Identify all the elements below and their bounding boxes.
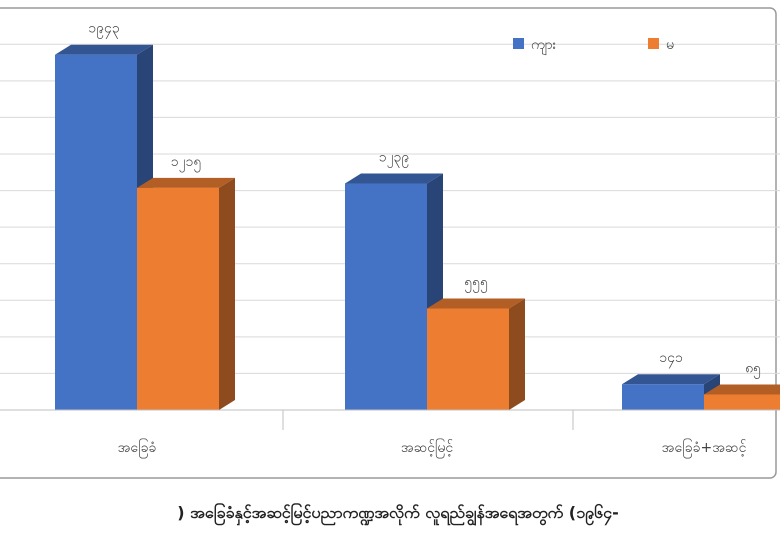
legend-label: မ bbox=[666, 37, 674, 53]
bar-side bbox=[219, 177, 235, 410]
x-tick-label: အခြေခံ bbox=[118, 439, 157, 458]
bar bbox=[622, 384, 704, 410]
legend-label: ကျား bbox=[531, 37, 557, 55]
bar bbox=[427, 308, 509, 410]
bar bbox=[345, 183, 427, 410]
bar-top bbox=[622, 374, 720, 385]
value-label: ၅၅၅ bbox=[464, 275, 488, 293]
caption: ) အခြေခံနှင့်အဆင့်မြင့်ပညာကဏ္ဍအလိုက် လူရ… bbox=[177, 502, 618, 526]
legend-swatch bbox=[513, 38, 524, 49]
bar-side bbox=[509, 298, 525, 410]
value-label: ၁၄၁ bbox=[659, 350, 683, 368]
value-label: ၁၂၁၅ bbox=[171, 154, 202, 172]
bar-top bbox=[704, 384, 780, 395]
legend-swatch bbox=[648, 38, 659, 49]
value-label: ၁၉၄၃ bbox=[88, 21, 120, 39]
bar bbox=[704, 394, 780, 410]
bar bbox=[55, 54, 137, 411]
value-label: ၈၅ bbox=[745, 360, 761, 378]
bar-top bbox=[427, 298, 525, 309]
bar-top bbox=[137, 177, 235, 188]
value-label: ၁၂၃၉ bbox=[379, 149, 410, 167]
x-tick-label: အခြေခံ+အဆင့် bbox=[662, 439, 747, 458]
bar bbox=[137, 187, 219, 410]
bar-top bbox=[55, 44, 153, 55]
x-tick-label: အဆင့်မြင့် bbox=[401, 439, 454, 458]
bar-top bbox=[345, 173, 443, 184]
